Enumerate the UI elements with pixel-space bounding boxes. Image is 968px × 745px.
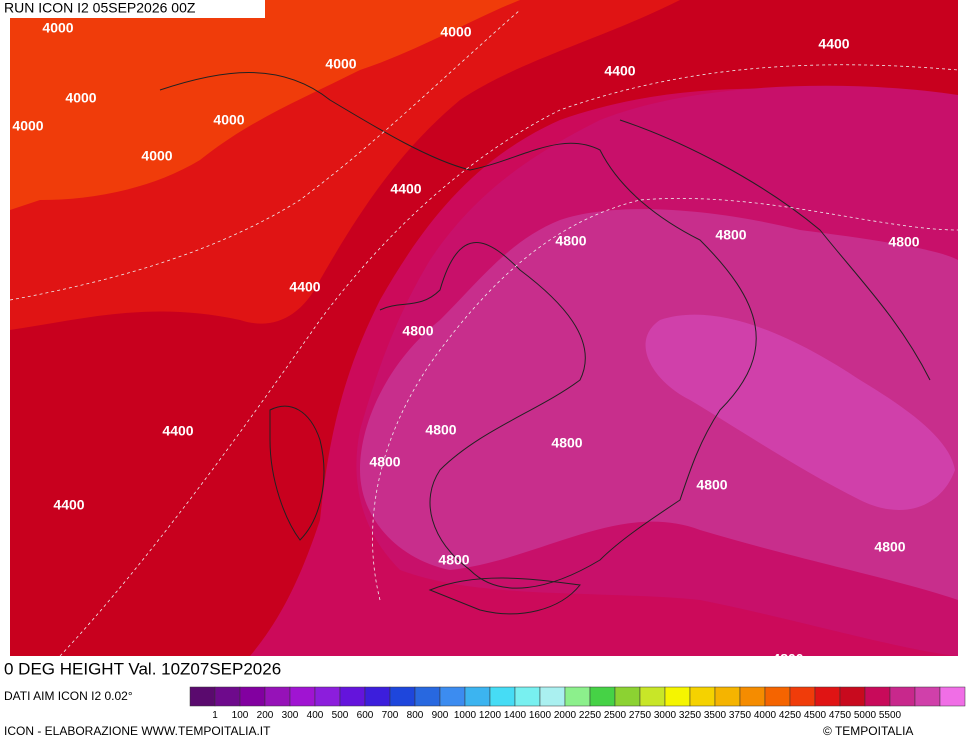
colorbar-label: 3750: [729, 710, 752, 721]
colorbar-swatch: [539, 686, 566, 707]
colorbar-swatch: [914, 686, 941, 707]
contour-label: 4800: [425, 422, 456, 438]
contour-label: 4000: [12, 118, 43, 134]
zone-5000: [645, 314, 955, 510]
contour-label: 4000: [440, 24, 471, 40]
colorbar-label: 4250: [779, 710, 802, 721]
contour-label: 4800: [696, 477, 727, 493]
colorbar-label: 1200: [479, 710, 502, 721]
colorbar-swatch: [239, 686, 266, 707]
contour-label: 4400: [162, 423, 193, 439]
colorbar-label: 2750: [629, 710, 652, 721]
colorbar: 1 100 200 300 400 500 600 700 800 900 1000 1200 1400…: [189, 686, 966, 721]
coastlines: [159, 72, 931, 615]
zone-4000: [10, 0, 520, 210]
contour-label: 4400: [289, 279, 320, 295]
colorbar-label: 800: [407, 710, 424, 721]
contour-label: 4000: [325, 56, 356, 72]
contour-label: 4800: [369, 454, 400, 470]
colorbar-swatch: [889, 686, 916, 707]
colorbar-swatch: [264, 686, 291, 707]
colorbar-swatch: [489, 686, 516, 707]
colorbar-label: 2000: [554, 710, 577, 721]
header-box: [0, 0, 265, 18]
colorbar-label: 1: [212, 710, 218, 721]
colorbar-label: 900: [432, 710, 449, 721]
colorbar-label: 2500: [604, 710, 627, 721]
colorbar-label: 3500: [704, 710, 727, 721]
isolines: [9, 9, 959, 657]
colorbar-swatch: [289, 686, 316, 707]
colorbar-swatch: [689, 686, 716, 707]
colorbar-label: 1000: [454, 710, 477, 721]
colorbar-swatch: [789, 686, 816, 707]
colorbar-swatch: [714, 686, 741, 707]
contour-label: 4000: [213, 112, 244, 128]
colorbar-label: 4000: [754, 710, 777, 721]
contour-label: 4400: [604, 63, 635, 79]
footer-left: ICON - ELABORAZIONE WWW.TEMPOITALIA.IT: [4, 724, 271, 738]
contour-label: 4000: [42, 20, 73, 36]
colorbar-label: 3000: [654, 710, 677, 721]
colorbar-swatch: [214, 686, 241, 707]
contour-label: 4800: [772, 651, 803, 667]
colorbar-label: 1600: [529, 710, 552, 721]
contour-label: 4000: [65, 90, 96, 106]
contour-label: 4400: [818, 36, 849, 52]
colorbar-swatch: [939, 686, 966, 707]
contour-label: 4800: [551, 435, 582, 451]
colorbar-label: 2250: [579, 710, 602, 721]
colorbar-label: 1400: [504, 710, 527, 721]
colorbar-swatch: [314, 686, 341, 707]
colorbar-label: 500: [332, 710, 349, 721]
colorbar-swatch: [764, 686, 791, 707]
colorbar-swatch: [464, 686, 491, 707]
colorbar-swatch: [189, 686, 216, 707]
contour-label: 4800: [874, 539, 905, 555]
title-box: [0, 657, 413, 683]
contour-label: 4000: [141, 148, 172, 164]
colorbar-label: 4750: [829, 710, 852, 721]
colorbar-label: 400: [307, 710, 324, 721]
contour-label: 4400: [53, 497, 84, 513]
colorbar-swatch: [514, 686, 541, 707]
contour-label: 4800: [888, 234, 919, 250]
colorbar-swatch: [639, 686, 666, 707]
colorbar-label: 3250: [679, 710, 702, 721]
contour-label: 4400: [390, 181, 421, 197]
colorbar-label: 5000: [854, 710, 877, 721]
colorbar-swatch: [414, 686, 441, 707]
run-label: RUN ICON I2 05SEP2026 00Z: [4, 0, 196, 16]
colorbar-swatch: [364, 686, 391, 707]
colorbar-swatch: [589, 686, 616, 707]
colorbar-label: 700: [382, 710, 399, 721]
colorbar-swatch: [864, 686, 891, 707]
colorbar-label: 5500: [879, 710, 902, 721]
colorbar-swatch: [439, 686, 466, 707]
map-title: 0 DEG HEIGHT Val. 10Z07SEP2026: [4, 659, 281, 678]
contour-labels: 4000 4000 4400 4000 4400 4000 4000 4000 4000 4400…: [12, 20, 919, 667]
colorbar-label: 4500: [804, 710, 827, 721]
contour-label: 4800: [715, 227, 746, 243]
colorbar-swatch: [339, 686, 366, 707]
colorbar-swatch: [814, 686, 841, 707]
colorbar-swatch: [664, 686, 691, 707]
colorbar-label: 100: [232, 710, 249, 721]
colorbar-label: 300: [282, 710, 299, 721]
source: DATI AIM ICON I2 0.02°: [4, 689, 133, 703]
colorbar-swatch: [739, 686, 766, 707]
contour-label: 4800: [438, 552, 469, 568]
colorbar-swatch: [389, 686, 416, 707]
colorbar-swatch: [564, 686, 591, 707]
contour-label: 4800: [402, 323, 433, 339]
colorbar-label: 200: [257, 710, 274, 721]
footer-right: © TEMPOITALIA: [823, 724, 913, 738]
colorbar-swatch: [614, 686, 641, 707]
colorbar-swatch: [839, 686, 866, 707]
zone-4750: [360, 209, 958, 600]
contour-label: 4800: [555, 233, 586, 249]
colorbar-label: 600: [357, 710, 374, 721]
